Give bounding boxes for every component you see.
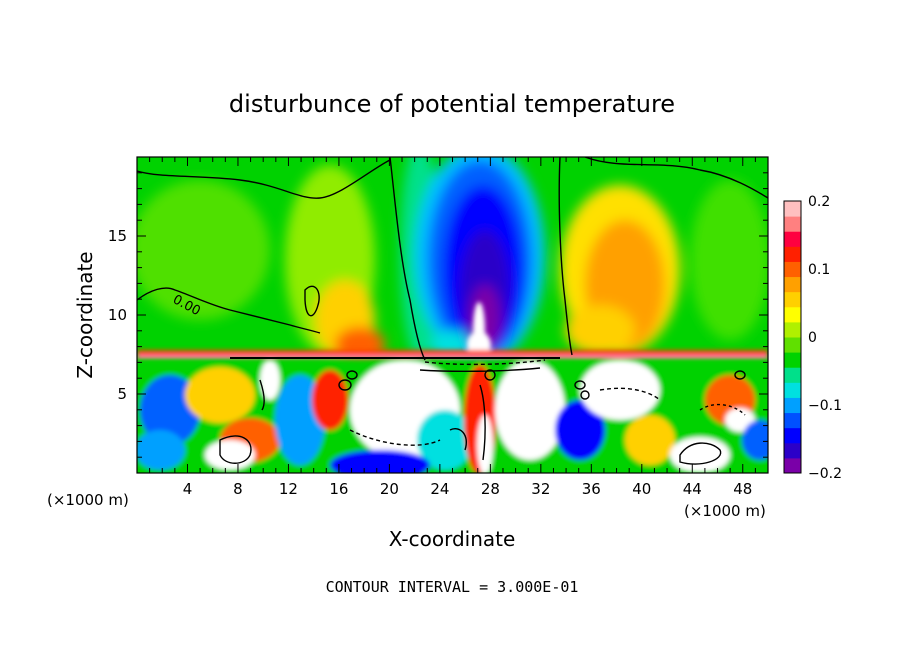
colorbar-swatch — [784, 276, 801, 293]
x-tick-label: 4 — [183, 480, 193, 498]
colorbar-tick-label: 0.1 — [808, 262, 830, 278]
x-tick-label: 12 — [279, 480, 298, 498]
colorbar-swatch — [784, 321, 801, 338]
colorbar-ticks: 0.2 0.1 0 −0.1 −0.2 — [808, 194, 842, 482]
plot-area: 0.00 — [137, 157, 768, 473]
z-tick-label: 10 — [108, 306, 127, 324]
z-axis-label: Z-coordinate — [73, 251, 97, 378]
x-tick-label: 24 — [430, 480, 449, 498]
colorbar-swatch — [784, 201, 801, 217]
colorbar-swatch — [784, 337, 801, 353]
colorbar-swatch — [784, 397, 801, 414]
colorbar-swatch — [784, 216, 801, 232]
colorbar-tick-label: 0 — [808, 330, 817, 346]
colorbar-tick-label: −0.2 — [808, 466, 842, 482]
colorbar-frame — [783, 200, 802, 474]
x-tick-label: 44 — [683, 480, 702, 498]
x-tick-label: 8 — [233, 480, 243, 498]
z-axis: 5 10 15 — [108, 172, 768, 458]
colorbar — [783, 200, 802, 474]
colorbar-tick-label: 0.2 — [808, 194, 830, 210]
lower-field — [137, 360, 768, 473]
colorbar-swatch — [784, 231, 801, 247]
colorbar-swatch — [784, 246, 801, 262]
colorbar-swatch — [784, 412, 801, 429]
chart-title: disturbunce of potential temperature — [229, 90, 675, 118]
x-unit-left: (×1000 m) — [47, 491, 129, 509]
colorbar-tick-label: −0.1 — [808, 398, 842, 414]
colorbar-swatch — [784, 291, 801, 308]
x-tick-label: 40 — [632, 480, 651, 498]
colorbar-swatch — [784, 261, 801, 278]
x-tick-label: 32 — [531, 480, 550, 498]
z-tick-label: 5 — [117, 385, 127, 403]
x-axis: 4 8 12 16 20 24 28 32 36 40 44 48 — [149, 157, 756, 498]
colorbar-swatch — [784, 427, 801, 444]
x-tick-label: 48 — [733, 480, 752, 498]
x-tick-label: 16 — [329, 480, 348, 498]
z-tick-label: 15 — [108, 227, 127, 245]
x-axis-label: X-coordinate — [389, 527, 516, 551]
contour-lines — [137, 157, 768, 465]
colorbar-swatch — [784, 367, 801, 383]
x-tick-label: 28 — [481, 480, 500, 498]
x-tick-label: 36 — [582, 480, 601, 498]
x-unit-right: (×1000 m) — [684, 502, 766, 520]
upper-field — [137, 157, 768, 365]
x-tick-label: 20 — [380, 480, 399, 498]
contour-interval-note: CONTOUR INTERVAL = 3.000E-01 — [326, 578, 579, 596]
colorbar-swatch — [784, 382, 801, 398]
colorbar-swatch — [784, 306, 801, 323]
colorbar-swatch — [784, 442, 801, 459]
colorbar-swatch — [784, 352, 801, 368]
colorbar-swatch — [784, 457, 801, 474]
